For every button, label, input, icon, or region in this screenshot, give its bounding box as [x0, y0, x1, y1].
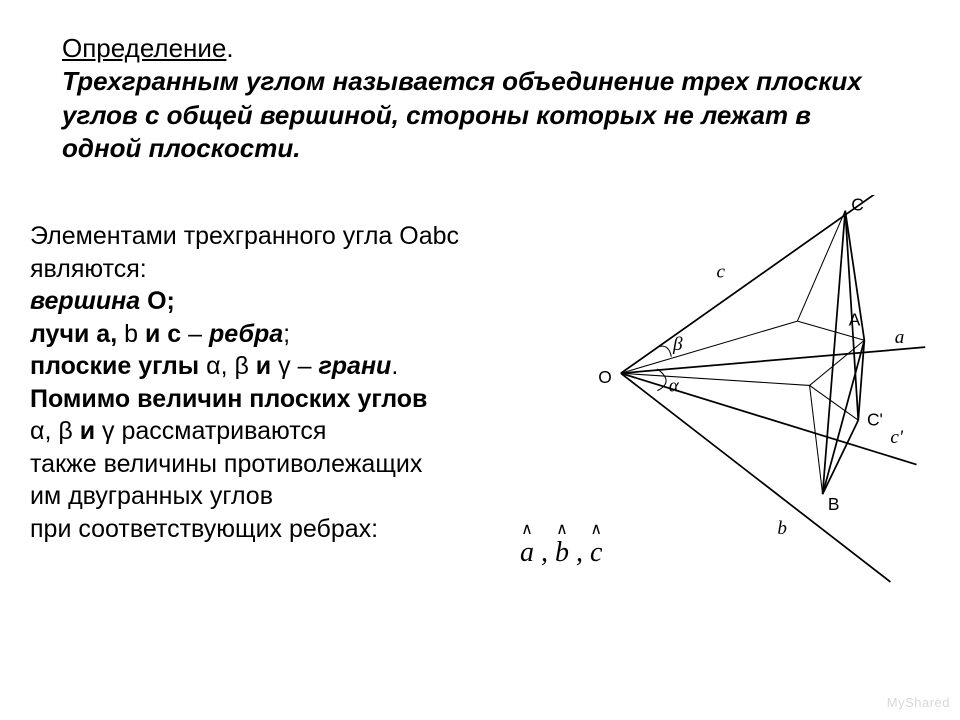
svg-text:a: a: [895, 327, 905, 348]
svg-text:A: A: [849, 309, 861, 329]
svg-text:B: B: [828, 494, 840, 514]
svg-text:C: C: [851, 195, 864, 215]
watermark: MyShared: [887, 695, 950, 710]
svg-text:c: c: [717, 262, 726, 283]
svg-text:β: β: [672, 334, 683, 355]
trihedral-angle-figure: O C A C' Bc a c' b βα: [570, 195, 950, 595]
definition-body: Трехгранным углом называется объединение…: [62, 66, 862, 163]
svg-text:c': c': [890, 427, 903, 448]
svg-text:b: b: [777, 518, 787, 539]
definition-block: Определение. Трехгранным углом называетс…: [62, 32, 882, 165]
definition-title: Определение: [62, 33, 226, 63]
svg-text:α: α: [669, 376, 680, 397]
elements-block: Элементами трехгранного угла Oabc являют…: [30, 220, 570, 545]
svg-text:O: O: [598, 367, 612, 387]
svg-text:C': C': [867, 409, 883, 429]
